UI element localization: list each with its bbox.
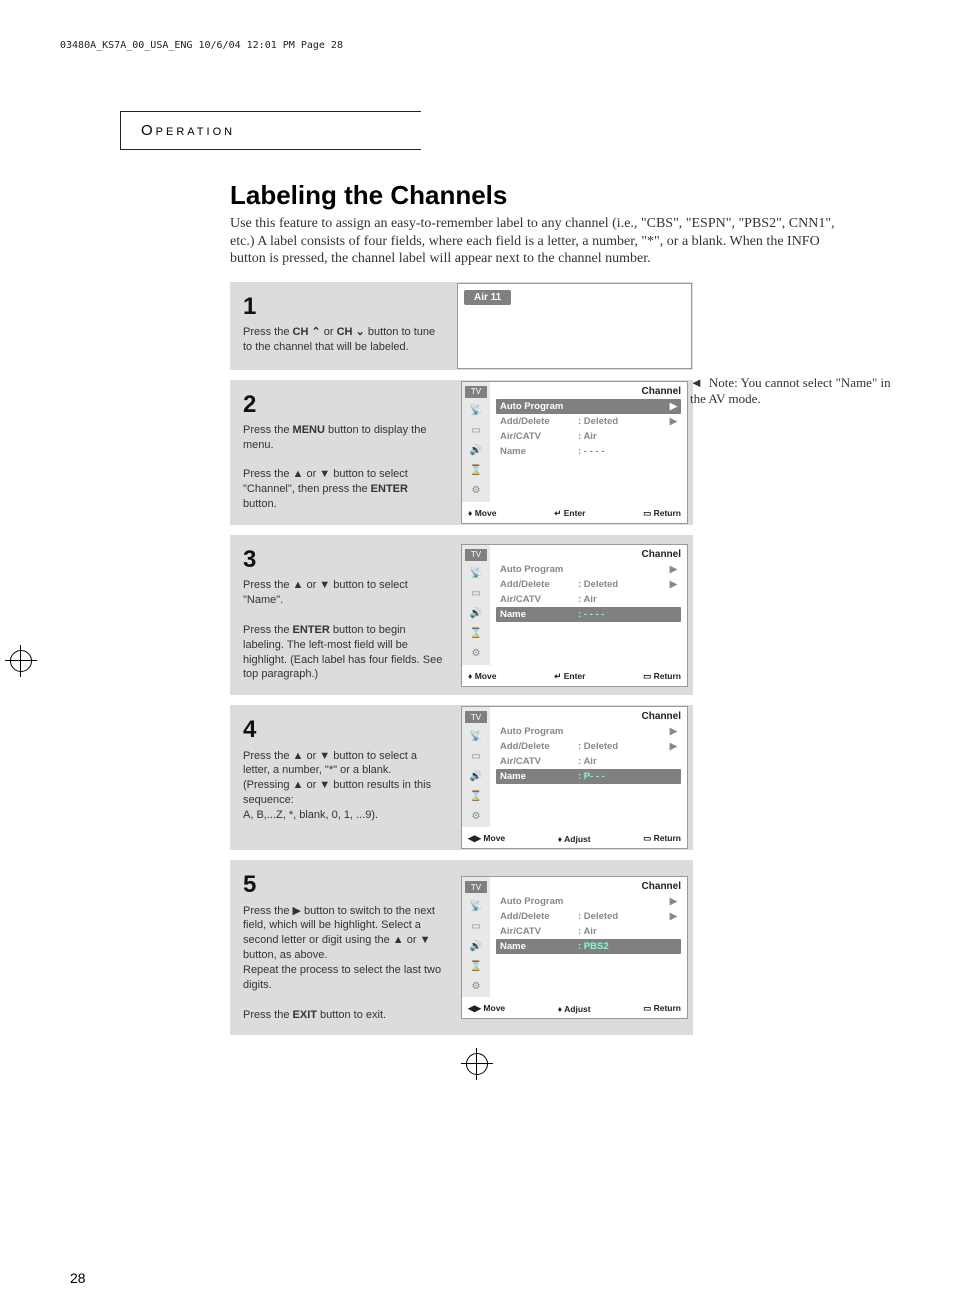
step-row: 1Press the CH ⌃ or CH ⌄ button to tune t… [230,282,910,370]
print-header: 03480A_KS7A_00_USA_ENG 10/6/04 12:01 PM … [0,40,954,51]
picture-icon: ▭ [467,919,485,933]
menu-item-name: Name: - - - - [496,607,681,622]
menu-item-add-delete: Add/Delete: Deleted▶ [496,577,681,592]
osd-footer: ◀▶ Move ♦ Adjust ▭ Return [462,1001,687,1018]
intro-text: Use this feature to assign an easy-to-re… [230,215,850,268]
step-instruction: 4Press the ▲ or ▼ button to select a let… [230,705,456,850]
menu-item-air-catv: Air/CATV: Air [496,429,681,444]
tv-icon: TV [465,711,487,723]
triangle-left-icon: ◄ [690,375,703,391]
step-osd: Air 11 [456,282,693,370]
sound-icon: 🔊 [467,769,485,783]
osd-title: Channel [496,881,681,892]
menu-item-auto-program: Auto Program▶ [496,399,681,414]
step-row: 3Press the ▲ or ▼ button to select "Name… [230,535,910,695]
menu-item-air-catv: Air/CATV: Air [496,754,681,769]
picture-icon: ▭ [467,587,485,601]
antenna-icon: 📡 [467,404,485,418]
clock-icon: ⌛ [467,789,485,803]
step-instruction: 2Press the MENU button to display the me… [230,380,456,525]
osd-icon-column: TV 📡 ▭ 🔊 ⌛ ⚙ [462,382,490,502]
menu-item-air-catv: Air/CATV: Air [496,924,681,939]
osd-footer: ◀▶ Move ♦ Adjust ▭ Return [462,831,687,848]
clock-icon: ⌛ [467,627,485,641]
step-text: Press the MENU button to display the men… [243,423,443,512]
step-osd: TV 📡 ▭ 🔊 ⌛ ⚙ Channel Auto Program▶ Add/D… [456,380,693,525]
step-text: Press the ▲ or ▼ button to select "Name"… [243,578,443,682]
step-osd: TV 📡 ▭ 🔊 ⌛ ⚙ Channel Auto Program▶ Add/D… [456,535,693,695]
sound-icon: 🔊 [467,939,485,953]
step-text: Press the CH ⌃ or CH ⌄ button to tune to… [243,325,443,355]
side-note: ◄Note: You cannot select "Name" in the A… [690,375,900,407]
menu-item-auto-program: Auto Program▶ [496,724,681,739]
clock-icon: ⌛ [467,959,485,973]
osd-panel: TV 📡 ▭ 🔊 ⌛ ⚙ Channel Auto Program▶ Add/D… [461,544,688,687]
osd-panel: TV 📡 ▭ 🔊 ⌛ ⚙ Channel Auto Program▶ Add/D… [461,381,688,524]
registration-mark-left [10,650,40,680]
step-text: Press the ▲ or ▼ button to select a lett… [243,749,443,823]
step-instruction: 1Press the CH ⌃ or CH ⌄ button to tune t… [230,282,456,370]
antenna-icon: 📡 [467,729,485,743]
page-title: Labeling the Channels [230,180,910,211]
osd-footer: ♦ Move ↵ Enter ▭ Return [462,506,687,523]
step-instruction: 3Press the ▲ or ▼ button to select "Name… [230,535,456,695]
tv-icon: TV [465,549,487,561]
menu-item-auto-program: Auto Program▶ [496,894,681,909]
menu-item-add-delete: Add/Delete: Deleted▶ [496,909,681,924]
osd-title: Channel [496,386,681,397]
step-number: 3 [243,544,443,576]
antenna-icon: 📡 [467,899,485,913]
step-osd: TV 📡 ▭ 🔊 ⌛ ⚙ Channel Auto Program▶ Add/D… [456,860,693,1035]
osd-icon-column: TV 📡 ▭ 🔊 ⌛ ⚙ [462,707,490,827]
step-instruction: 5Press the ▶ button to switch to the nex… [230,860,456,1035]
menu-item-name: Name: P- - - [496,769,681,784]
clock-icon: ⌛ [467,464,485,478]
page-number: 28 [70,1270,86,1286]
sound-icon: 🔊 [467,607,485,621]
setup-icon: ⚙ [467,809,485,823]
sound-icon: 🔊 [467,444,485,458]
section-tab: Operation [120,111,421,150]
tv-icon: TV [465,881,487,893]
osd-panel: TV 📡 ▭ 🔊 ⌛ ⚙ Channel Auto Program▶ Add/D… [461,876,688,1019]
menu-item-add-delete: Add/Delete: Deleted▶ [496,414,681,429]
step-osd: TV 📡 ▭ 🔊 ⌛ ⚙ Channel Auto Program▶ Add/D… [456,705,693,850]
osd-panel: TV 📡 ▭ 🔊 ⌛ ⚙ Channel Auto Program▶ Add/D… [461,706,688,849]
step-row: 4Press the ▲ or ▼ button to select a let… [230,705,910,850]
step-number: 4 [243,714,443,746]
menu-item-name: Name: PBS2 [496,939,681,954]
antenna-icon: 📡 [467,567,485,581]
step-number: 2 [243,389,443,421]
step-text: Press the ▶ button to switch to the next… [243,904,443,1023]
picture-icon: ▭ [467,424,485,438]
picture-icon: ▭ [467,749,485,763]
setup-icon: ⚙ [467,979,485,993]
osd-title: Channel [496,549,681,560]
setup-icon: ⚙ [467,647,485,661]
osd-title: Channel [496,711,681,722]
menu-item-add-delete: Add/Delete: Deleted▶ [496,739,681,754]
menu-item-name: Name: - - - - [496,444,681,459]
menu-item-auto-program: Auto Program▶ [496,562,681,577]
osd-icon-column: TV 📡 ▭ 🔊 ⌛ ⚙ [462,877,490,997]
channel-badge: Air 11 [464,290,511,305]
osd-panel: Air 11 [457,283,692,369]
osd-icon-column: TV 📡 ▭ 🔊 ⌛ ⚙ [462,545,490,665]
step-number: 5 [243,869,443,901]
registration-mark-bottom [466,1053,488,1075]
step-number: 1 [243,291,443,323]
menu-item-air-catv: Air/CATV: Air [496,592,681,607]
step-row: 5Press the ▶ button to switch to the nex… [230,860,910,1035]
tv-icon: TV [465,386,487,398]
osd-footer: ♦ Move ↵ Enter ▭ Return [462,669,687,686]
setup-icon: ⚙ [467,484,485,498]
